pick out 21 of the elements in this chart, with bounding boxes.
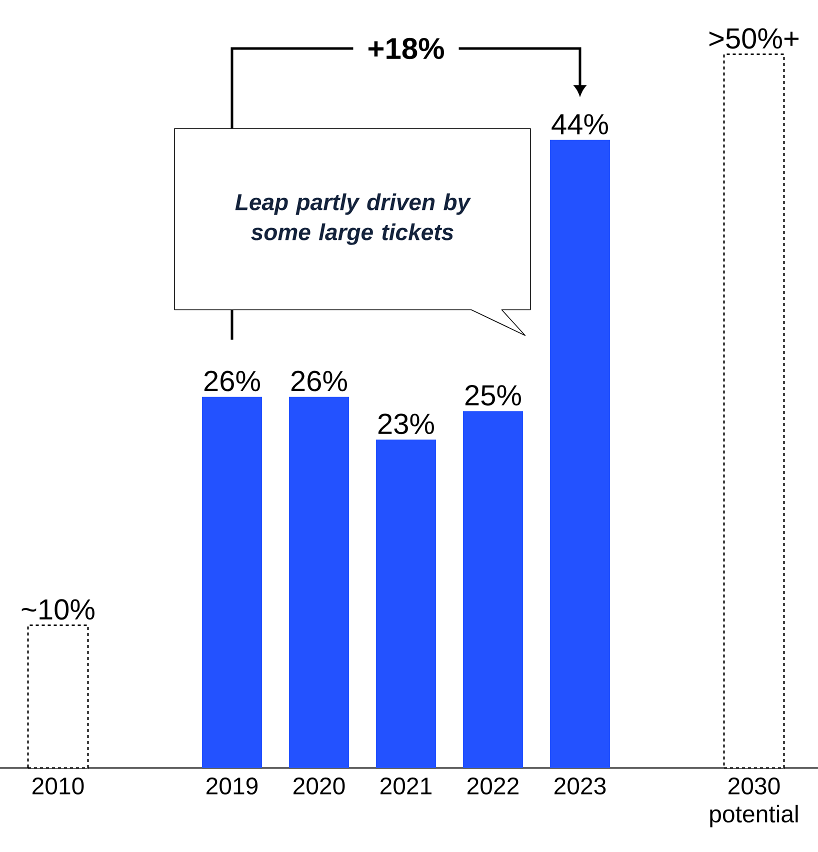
x-tick-label: 2030 potential bbox=[710, 778, 798, 828]
bar bbox=[550, 140, 610, 768]
data-label: 44% bbox=[552, 114, 608, 134]
x-tick-label: 2019 bbox=[206, 778, 258, 795]
bar bbox=[288, 396, 349, 768]
x-tick-label: 2020 bbox=[294, 778, 345, 795]
bar bbox=[202, 396, 262, 768]
data-label: ~10% bbox=[22, 599, 94, 620]
annotation: Leap partly driven by some large tickets bbox=[235, 193, 472, 245]
data-label: 23% bbox=[378, 414, 434, 434]
data-label: 25% bbox=[465, 385, 521, 406]
bar bbox=[462, 411, 523, 768]
data-label: 26% bbox=[204, 370, 260, 392]
data-label: 26% bbox=[291, 370, 347, 392]
x-tick-label: 2010 bbox=[32, 778, 84, 795]
x-tick-label: 2021 bbox=[380, 778, 432, 795]
x-tick-label: 2022 bbox=[468, 778, 518, 795]
x-tick-label: 2023 bbox=[554, 778, 606, 795]
annotation: +18% bbox=[368, 38, 444, 60]
bar bbox=[376, 440, 436, 768]
data-label: >50%+ bbox=[709, 28, 799, 49]
